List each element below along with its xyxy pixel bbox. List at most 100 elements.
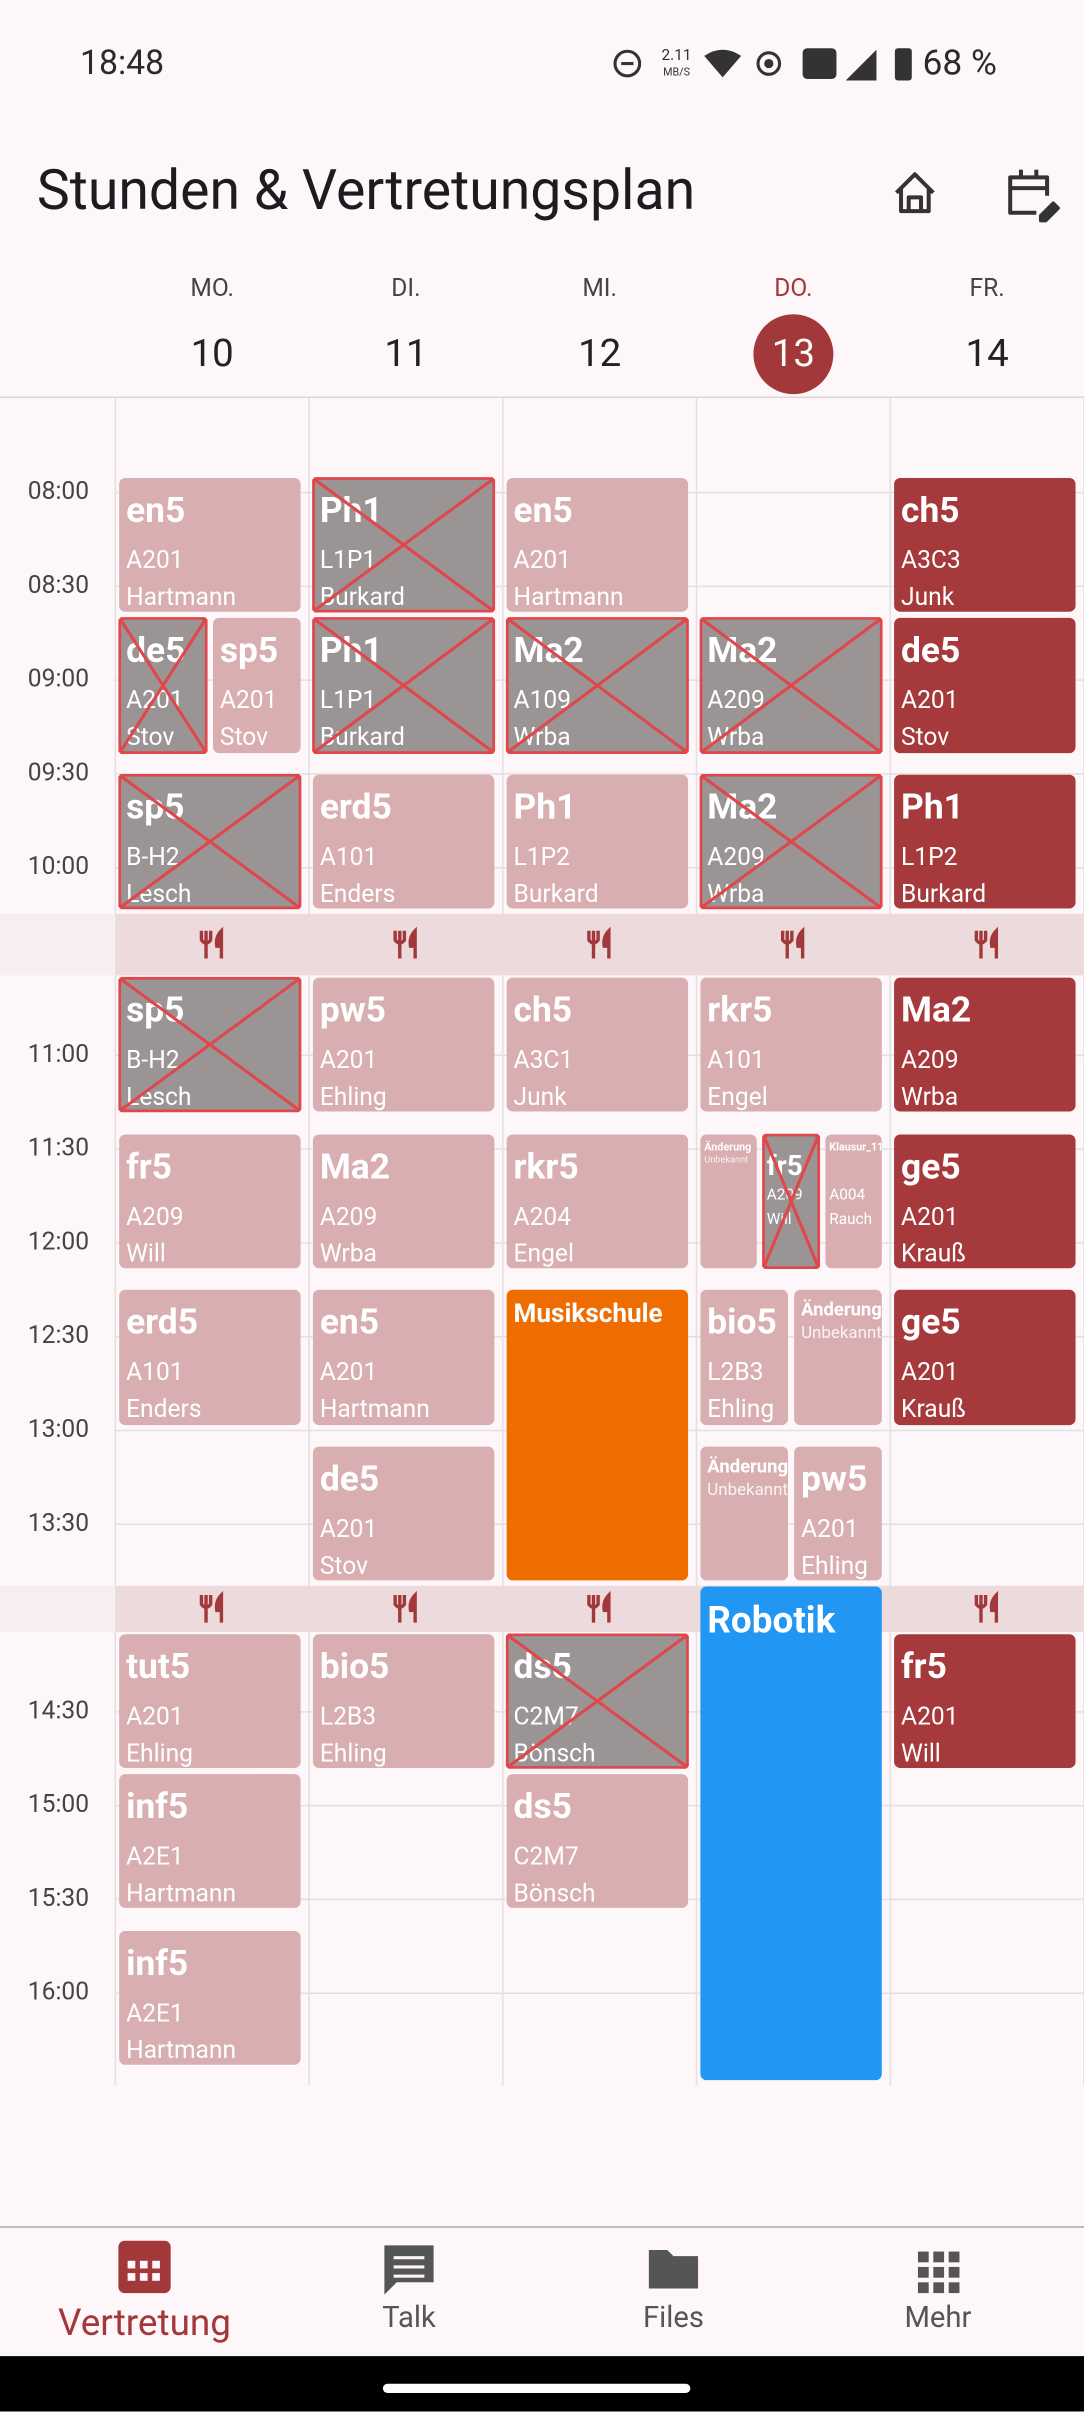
lesson-detail: A201: [901, 1703, 959, 1732]
lesson-detail: Hartmann: [514, 583, 624, 612]
lesson-card[interactable]: ge5 A201 Krauß: [894, 1289, 1076, 1426]
lesson-card[interactable]: tut5 A201 Ehling: [119, 1634, 301, 1768]
break-row: [115, 913, 1084, 976]
lesson-card[interactable]: Klausur_11 A004 Rauch: [825, 1134, 883, 1269]
icon-part: [917, 2266, 929, 2278]
lesson-card[interactable]: pw5 A201 Ehling: [794, 1446, 882, 1581]
icon-part: [933, 2266, 945, 2278]
lesson-background: [212, 617, 301, 754]
lesson-card[interactable]: bio5 L2B3 Ehling: [700, 1289, 789, 1426]
nav-item[interactable]: Talk: [382, 2245, 436, 2335]
lesson-card[interactable]: ge5 A201 Krauß: [894, 1134, 1076, 1269]
nav-item[interactable]: Vertretung: [58, 2240, 231, 2345]
time-label: 08:30: [28, 571, 89, 600]
icon-part: [127, 2260, 136, 2269]
lesson-background: [312, 1446, 495, 1581]
lesson-detail: A2E1: [126, 1842, 184, 1871]
lesson-detail: Engel: [707, 1083, 767, 1112]
lesson-detail: A201: [801, 1515, 859, 1544]
lesson-detail: C2M7: [514, 1703, 579, 1732]
fork: [393, 930, 407, 959]
knife: [408, 1590, 417, 1623]
icon-part: [139, 2273, 148, 2281]
lesson-card[interactable]: ch5 A3C3 Junk: [894, 477, 1076, 612]
day-date[interactable]: 14: [966, 331, 1009, 376]
lesson-card[interactable]: Ph1 L1P2 Burkard: [894, 774, 1076, 909]
home-button[interactable]: [895, 172, 935, 214]
cancel-cross: [762, 1134, 820, 1269]
lesson-background: [506, 477, 689, 612]
day-abbr[interactable]: DO.: [774, 274, 812, 303]
lesson-card[interactable]: en5 A201 Hartmann: [312, 1289, 495, 1426]
lesson-background: [312, 1634, 495, 1768]
lesson-background: [894, 1289, 1076, 1426]
lesson-card[interactable]: en5 A201 Hartmann: [506, 477, 689, 612]
lesson-card[interactable]: bio5 L2B3 Ehling: [312, 1634, 495, 1768]
meal-icon: [974, 1590, 999, 1623]
time-label: 10:00: [28, 852, 89, 881]
day-date[interactable]: 13: [772, 331, 815, 376]
knife: [989, 1590, 999, 1623]
status-icons: [613, 48, 912, 81]
lesson-background: [794, 1289, 882, 1426]
lesson-background: [700, 1446, 789, 1581]
day-date[interactable]: 10: [191, 331, 234, 376]
lesson-card[interactable]: rkr5 A101 Engel: [700, 977, 882, 1112]
lesson-card[interactable]: Ph1 L1P2 Burkard: [506, 774, 689, 909]
day-date[interactable]: 12: [578, 331, 621, 376]
lesson-card[interactable]: ch5 A3C1 Junk: [506, 977, 689, 1112]
day-abbr[interactable]: MI.: [582, 274, 617, 303]
lesson-card[interactable]: Robotik: [700, 1586, 882, 2081]
lesson-card[interactable]: fr5 A201 Will: [894, 1634, 1076, 1768]
lesson-card[interactable]: Ma2A109Wrba: [505, 617, 689, 754]
cancel-cross: [312, 477, 495, 613]
lesson-detail: C2M7: [514, 1842, 579, 1871]
lesson-card[interactable]: inf5 A2E1 Hartmann: [119, 1774, 301, 1908]
lesson-card[interactable]: pw5 A201 Ehling: [312, 977, 495, 1112]
lesson-card[interactable]: erd5 A101 Enders: [119, 1289, 301, 1426]
lesson-card[interactable]: inf5 A2E1 Hartmann: [119, 1930, 301, 2065]
cancel-cross: [700, 774, 882, 909]
lesson-card[interactable]: rkr5 A204 Engel: [506, 1134, 689, 1269]
day-abbr[interactable]: DI.: [391, 274, 420, 303]
lesson-detail: Junk: [514, 1083, 568, 1112]
knife: [408, 926, 417, 959]
knife: [989, 926, 999, 959]
lesson-detail: A201: [320, 1358, 378, 1387]
lesson-detail: Rauch: [829, 1210, 872, 1228]
lesson-detail: A201: [901, 1203, 959, 1232]
lesson-card[interactable]: erd5 A101 Enders: [312, 774, 495, 909]
nav-item[interactable]: Files: [643, 2250, 704, 2335]
day-abbr[interactable]: FR.: [970, 274, 1005, 303]
lesson-background: [312, 774, 495, 909]
lesson-card[interactable]: sp5 A201 Stov: [212, 617, 301, 754]
day-date[interactable]: 11: [384, 331, 427, 376]
lesson-card[interactable]: en5 A201 Hartmann: [119, 477, 301, 612]
lesson-card[interactable]: Musikschule: [506, 1289, 689, 1581]
lesson-subject: Ph1: [514, 786, 577, 828]
lesson-background: [119, 477, 301, 612]
nav-item[interactable]: Mehr: [904, 2251, 972, 2335]
icon-part: [152, 2260, 160, 2269]
edit-plan-button[interactable]: [1008, 169, 1060, 223]
break-row-edge: [0, 913, 116, 976]
day-abbr[interactable]: MO.: [190, 274, 234, 303]
